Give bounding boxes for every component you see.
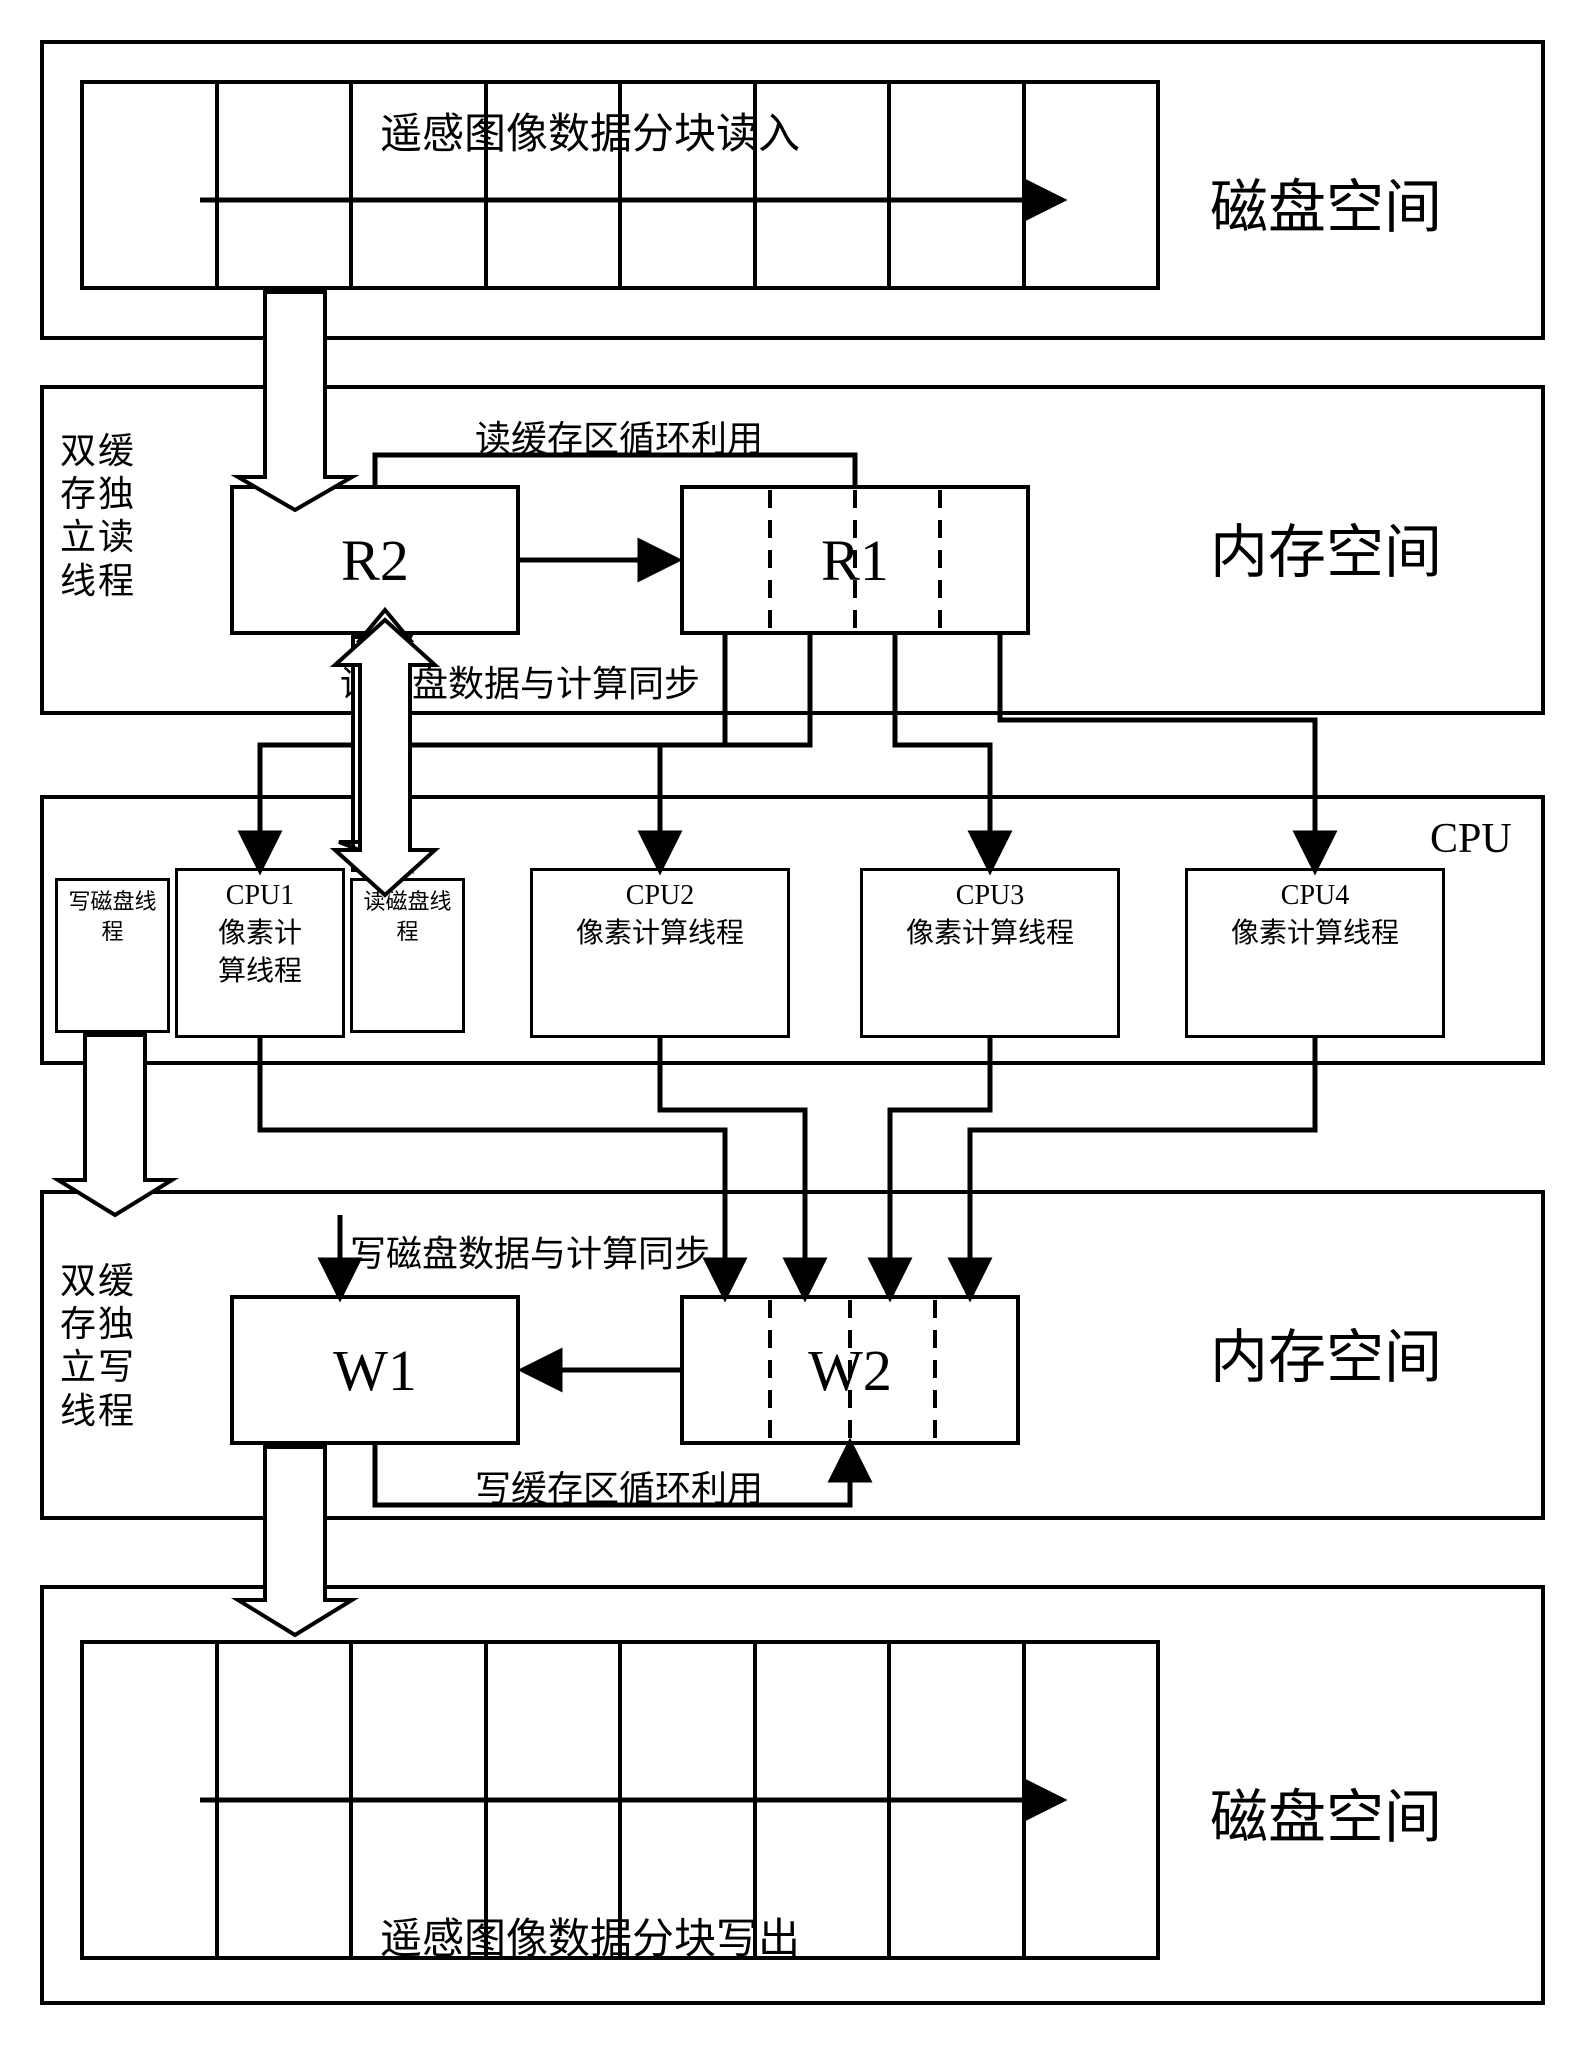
caption-top-blocks: 遥感图像数据分块读入 [380, 100, 800, 161]
buffer-w2-label: W2 [808, 1337, 892, 1404]
label-cpu: CPU [1430, 815, 1512, 863]
txt-read-cycle: 读缓存区循环利用 [475, 410, 763, 462]
cpu2-box: CPU2 像素计算线程 [530, 868, 790, 1038]
buffer-r1: R1 [680, 485, 1030, 635]
cpu4-box: CPU4 像素计算线程 [1185, 868, 1445, 1038]
buffer-w1: W1 [230, 1295, 520, 1445]
txt-read-sync: 读磁盘数据与计算同步 [340, 655, 700, 707]
buffer-r2: R2 [230, 485, 520, 635]
label-mem-read: 内存空间 [1210, 505, 1442, 589]
label-disk-top: 磁盘空间 [1210, 160, 1442, 244]
buffer-w2: W2 [680, 1295, 1020, 1445]
vlabel-read-thread: 双缓存独立读线程 [60, 430, 140, 603]
txt-write-sync: 写磁盘数据与计算同步 [350, 1225, 710, 1277]
label-mem-write: 内存空间 [1210, 1310, 1442, 1394]
buffer-r1-label: R1 [821, 527, 889, 594]
buffer-w1-label: W1 [333, 1337, 417, 1404]
txt-write-cycle: 写缓存区循环利用 [475, 1460, 763, 1512]
cpu-write-disk-thread: 写磁盘线 程 [55, 878, 170, 1033]
cpu1-box: CPU1 像素计 算线程 [175, 868, 345, 1038]
buffer-r2-label: R2 [341, 527, 409, 594]
vlabel-write-thread: 双缓存独立写线程 [60, 1260, 140, 1433]
cpu-read-disk-thread: 读磁盘线 程 [350, 878, 465, 1033]
cpu3-box: CPU3 像素计算线程 [860, 868, 1120, 1038]
caption-bottom-blocks: 遥感图像数据分块写出 [380, 1905, 800, 1966]
label-disk-bot: 磁盘空间 [1210, 1770, 1442, 1854]
